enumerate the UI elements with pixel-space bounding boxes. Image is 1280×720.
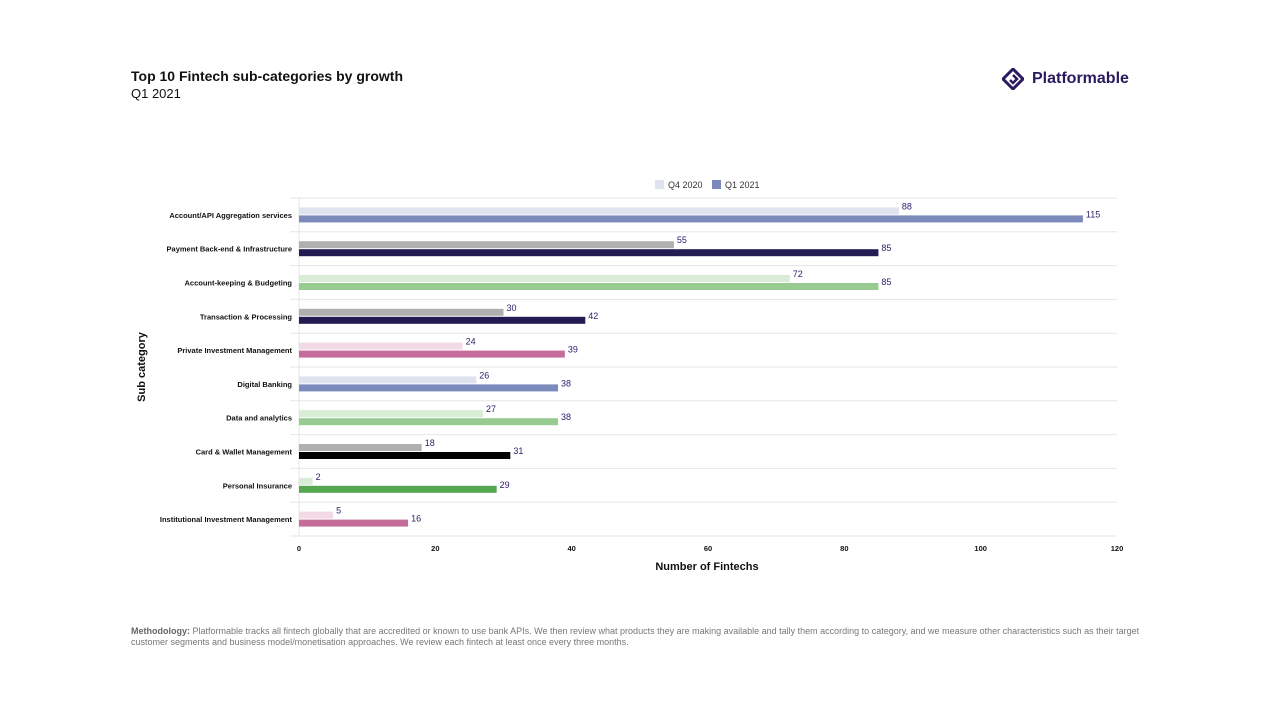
bar-q1-2021 — [299, 350, 565, 358]
bar-q4-2020 — [299, 241, 674, 249]
category-label: Card & Wallet Management — [196, 448, 293, 457]
bar-q4-2020 — [299, 275, 790, 282]
data-label: 88 — [902, 201, 912, 211]
x-tick-label: 80 — [840, 544, 848, 553]
data-label: 85 — [881, 277, 891, 287]
category-label: Personal Insurance — [223, 481, 292, 490]
methodology-label: Methodology: — [131, 626, 190, 636]
category-label: Account-keeping & Budgeting — [185, 279, 293, 288]
data-label: 26 — [479, 370, 489, 380]
data-label: 115 — [1086, 209, 1100, 219]
bar-q1-2021 — [299, 418, 559, 426]
legend-label: Q1 2021 — [725, 180, 760, 190]
data-label: 5 — [336, 506, 341, 516]
x-tick-label: 20 — [431, 544, 439, 553]
logo-diamond-icon — [1002, 68, 1024, 90]
legend-swatch — [655, 180, 664, 189]
data-label: 29 — [500, 480, 510, 490]
chart-subtitle: Q1 2021 — [131, 86, 181, 101]
bar-q4-2020 — [299, 342, 463, 350]
bar-q4-2020 — [299, 376, 477, 384]
bar-q1-2021 — [299, 283, 879, 290]
category-label: Private Investment Management — [177, 346, 292, 355]
data-label: 30 — [507, 303, 517, 313]
platformable-logo: Platformable — [1002, 68, 1129, 90]
data-label: 18 — [425, 438, 435, 448]
bar-q4-2020 — [299, 444, 422, 451]
x-tick-label: 120 — [1111, 544, 1124, 553]
data-label: 2 — [316, 472, 321, 482]
bar-q4-2020 — [299, 511, 334, 519]
category-label: Digital Banking — [237, 380, 292, 389]
bar-q1-2021 — [299, 485, 497, 493]
data-label: 31 — [513, 446, 523, 456]
bar-q1-2021 — [299, 249, 879, 257]
data-label: 72 — [793, 269, 803, 279]
y-axis-title: Sub category — [136, 331, 148, 402]
bar-q4-2020 — [299, 308, 504, 316]
data-label: 42 — [588, 311, 598, 321]
x-tick-label: 60 — [704, 544, 712, 553]
bar-q1-2021 — [299, 316, 586, 324]
bar-q1-2021 — [299, 384, 559, 392]
bar-q1-2021 — [299, 452, 511, 459]
data-label: 39 — [568, 345, 578, 355]
legend-label: Q4 2020 — [668, 180, 703, 190]
category-label: Payment Back-end & Infrastructure — [167, 245, 292, 254]
x-axis-title: Number of Fintechs — [655, 561, 758, 573]
x-tick-label: 100 — [974, 544, 987, 553]
data-label: 24 — [466, 337, 476, 347]
bar-q4-2020 — [299, 410, 484, 418]
x-tick-label: 0 — [297, 544, 301, 553]
bar-q1-2021 — [299, 519, 409, 527]
x-tick-label: 40 — [567, 544, 575, 553]
data-label: 16 — [411, 514, 421, 524]
legend-swatch — [712, 180, 721, 189]
category-label: Institutional Investment Management — [160, 515, 293, 524]
methodology-text: Platformable tracks all fintech globally… — [131, 626, 1140, 647]
logo-text: Platformable — [1032, 70, 1129, 87]
category-label: Transaction & Processing — [200, 312, 293, 321]
data-label: 38 — [561, 378, 571, 388]
category-label: Account/API Aggregation services — [169, 211, 292, 220]
data-label: 55 — [677, 235, 687, 245]
bar-q1-2021 — [299, 215, 1083, 223]
methodology-note: Methodology: Platformable tracks all fin… — [131, 626, 1141, 648]
data-label: 27 — [486, 404, 496, 414]
category-label: Data and analytics — [226, 414, 292, 423]
data-label: 38 — [561, 412, 571, 422]
chart-title: Top 10 Fintech sub-categories by growth — [131, 68, 403, 84]
bar-q4-2020 — [299, 477, 313, 485]
data-label: 85 — [881, 243, 891, 253]
bar-q4-2020 — [299, 207, 899, 215]
